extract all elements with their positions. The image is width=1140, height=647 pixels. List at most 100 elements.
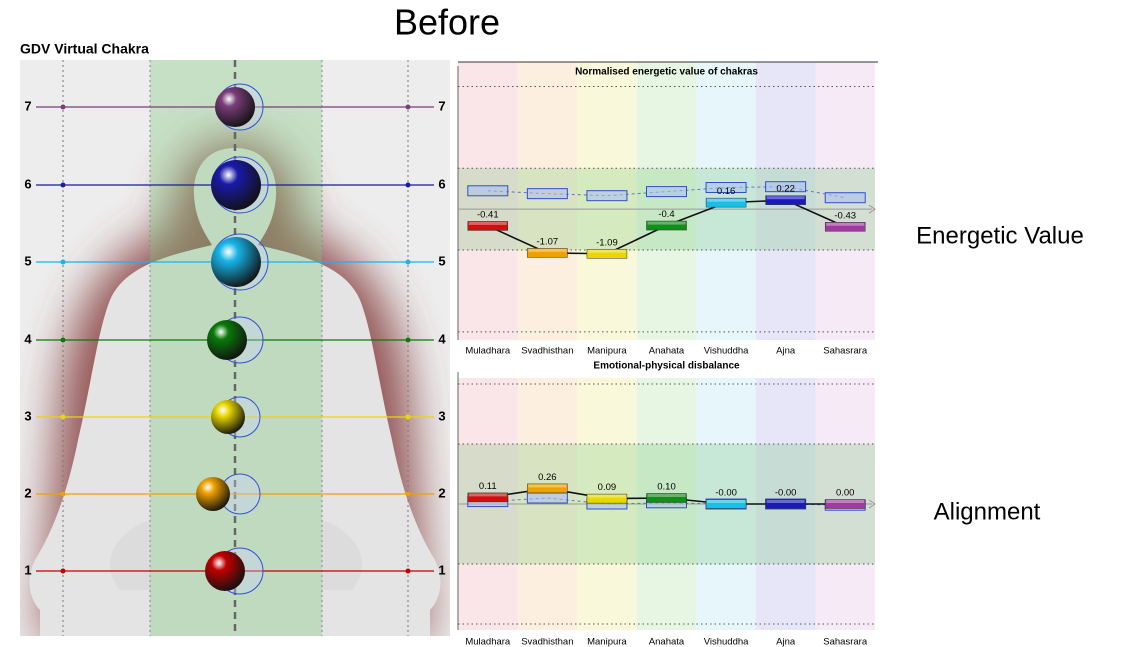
level-dot (60, 337, 66, 343)
level-dot (405, 104, 411, 110)
level-label: 4 (438, 331, 446, 346)
level-dot (60, 182, 66, 188)
bar (527, 483, 568, 494)
x-tick-label: Manipura (587, 346, 627, 357)
value-label: -0.00 (715, 488, 737, 499)
value-label: -0.41 (477, 209, 499, 220)
level-label: 6 (24, 176, 31, 191)
zero-arrow (868, 204, 876, 214)
bar-shine (647, 494, 686, 497)
x-tick-label: Ajna (776, 637, 796, 647)
x-tick-label: Svadhisthan (521, 637, 573, 647)
level-label: 1 (24, 562, 31, 577)
chakra-ball (215, 87, 255, 127)
chart-title: Emotional-physical disbalance (593, 361, 740, 372)
reference-bar (526, 492, 568, 504)
bar-shine (707, 500, 746, 503)
bar-shine (766, 196, 805, 200)
level-label: 2 (24, 485, 31, 500)
x-tick-label: Anahata (649, 346, 685, 357)
bar (765, 195, 806, 205)
bar (527, 248, 568, 258)
value-label: 0.10 (657, 482, 676, 493)
column-tint (636, 62, 697, 340)
bar (467, 492, 509, 503)
level-dot (60, 491, 66, 497)
reference-bar (526, 188, 568, 200)
reference-bar (824, 192, 866, 204)
level-label: 2 (438, 485, 445, 500)
bar (586, 248, 628, 259)
level-label: 4 (24, 331, 32, 346)
reference-bar (705, 182, 747, 194)
bar-shine (826, 222, 865, 226)
bar (586, 493, 628, 504)
value-label: 0.09 (598, 482, 617, 493)
x-tick-label: Svadhisthan (521, 346, 573, 357)
level-label: 5 (438, 253, 445, 268)
bar (824, 222, 866, 232)
bar-shine (826, 500, 865, 503)
chakra-ball (207, 320, 247, 360)
bar (467, 221, 509, 231)
level-label: 3 (24, 408, 31, 423)
value-label: -1.09 (596, 237, 618, 248)
value-label: 0.16 (717, 186, 736, 197)
slide-title: Before (394, 2, 500, 43)
x-tick-label: Sahasrara (823, 637, 868, 647)
bar (705, 197, 747, 208)
bar (646, 220, 687, 231)
level-label: 7 (24, 98, 31, 113)
level-dot (405, 568, 411, 574)
level-label: 6 (438, 176, 445, 191)
chakra-ball (205, 551, 245, 591)
side-label: Alignment (934, 498, 1041, 525)
bar-shine (647, 221, 686, 225)
x-tick-label: Muladhara (465, 346, 511, 357)
value-label: -1.07 (537, 236, 559, 247)
bar-shine (587, 249, 626, 253)
value-label: 0.22 (776, 184, 795, 195)
chakra-ball (196, 477, 230, 511)
x-tick-label: Anahata (649, 637, 685, 647)
level-label: 5 (24, 253, 31, 268)
bar (824, 499, 866, 509)
zero-arrow (868, 499, 876, 509)
bar-shine (528, 248, 567, 252)
value-label: -0.00 (775, 488, 797, 499)
reference-bar (586, 190, 628, 202)
bar (705, 499, 747, 509)
chakra-ball (211, 237, 261, 287)
reference-bar (467, 185, 509, 197)
chart-title: Normalised energetic value of chakras (575, 67, 758, 78)
level-label: 1 (438, 562, 445, 577)
bar (646, 493, 687, 503)
x-tick-label: Vishuddha (704, 637, 749, 647)
level-dot (405, 259, 411, 265)
column-tint (458, 62, 518, 340)
level-dot (405, 414, 411, 420)
panel-title: GDV Virtual Chakra (20, 41, 149, 57)
value-label: -0.4 (658, 209, 674, 220)
chakra-ball (211, 400, 245, 434)
x-tick-label: Sahasrara (823, 346, 868, 357)
level-dot (60, 259, 66, 265)
x-tick-label: Vishuddha (704, 346, 749, 357)
value-label: 0.00 (836, 488, 855, 499)
x-tick-label: Manipura (587, 637, 627, 647)
bar-shine (528, 484, 567, 488)
x-tick-label: Muladhara (465, 637, 511, 647)
level-dot (60, 414, 66, 420)
bar-shine (468, 493, 507, 497)
reference-bar (765, 181, 807, 193)
column-tint (517, 62, 578, 340)
x-tick-label: Ajna (776, 346, 796, 357)
reference-bar (646, 186, 687, 198)
bar-shine (766, 500, 805, 503)
level-dot (405, 337, 411, 343)
bar-shine (587, 494, 626, 498)
value-label: 0.11 (479, 481, 497, 492)
chakra-ball (211, 160, 261, 210)
level-dot (405, 182, 411, 188)
